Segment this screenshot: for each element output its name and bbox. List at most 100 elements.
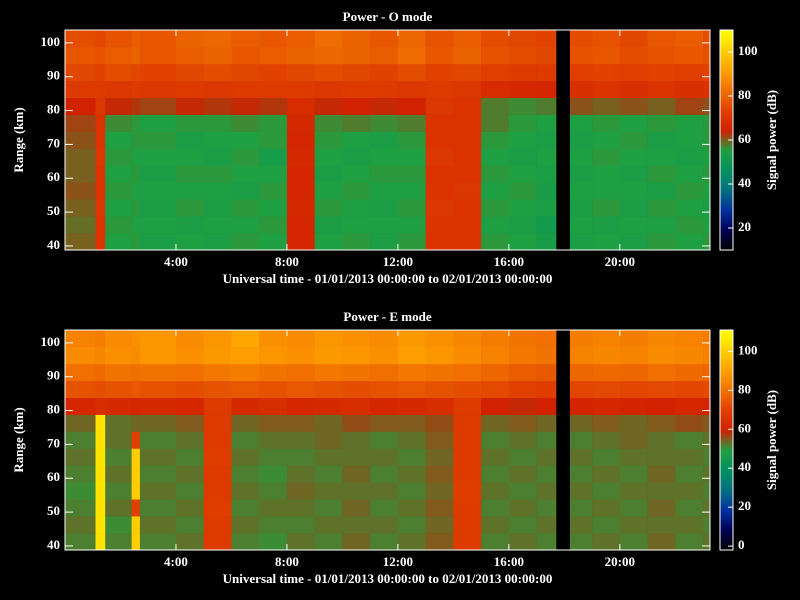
heat-cell xyxy=(619,363,648,382)
heat-cell xyxy=(647,97,676,115)
heat-cell xyxy=(231,363,260,382)
colorbar-stripe xyxy=(720,98,733,101)
heat-cell xyxy=(508,330,537,348)
colorbar-stripe xyxy=(720,482,733,485)
colorbar-stripe xyxy=(720,512,733,515)
heat-cell xyxy=(508,397,537,415)
heat-cell xyxy=(175,363,205,382)
heat-cell xyxy=(619,448,648,466)
heat-cell xyxy=(131,148,141,166)
heat-cell xyxy=(231,97,260,115)
colorbar-tick-label: 40 xyxy=(738,175,751,190)
colorbar-stripe xyxy=(720,138,733,141)
heat-cell xyxy=(370,346,399,365)
heat-cell xyxy=(703,516,711,534)
heat-cell xyxy=(139,516,177,534)
heat-cell xyxy=(131,346,141,365)
heat-cell xyxy=(647,431,676,449)
heat-cell xyxy=(231,233,260,251)
colorbar-stripe xyxy=(720,96,733,99)
heat-cell xyxy=(453,533,482,551)
heat-cell xyxy=(139,148,177,166)
y-tick-label: 40 xyxy=(47,537,60,552)
heat-cell xyxy=(703,63,711,82)
heat-cell xyxy=(536,363,557,382)
heat-cell xyxy=(370,216,399,234)
heat-cell xyxy=(314,63,343,82)
heat-cell xyxy=(259,330,288,348)
heat-cell xyxy=(286,380,315,398)
colorbar-stripe xyxy=(720,154,733,157)
colorbar-stripe xyxy=(720,168,733,171)
heat-cell xyxy=(647,216,676,234)
heat-cell xyxy=(65,414,96,432)
heat-cell xyxy=(65,397,96,415)
heat-cell xyxy=(65,482,96,500)
colorbar-stripe xyxy=(720,202,733,205)
colorbar-stripe xyxy=(720,30,733,33)
colorbar-stripe xyxy=(720,342,733,345)
chart-title: Power - E mode xyxy=(343,309,431,324)
heat-cell xyxy=(619,431,648,449)
heat-cell xyxy=(425,182,454,200)
heat-cell xyxy=(231,431,260,449)
heat-cell xyxy=(203,30,232,48)
colorbar-stripe xyxy=(720,244,733,247)
heat-cell xyxy=(536,414,557,432)
heat-cell xyxy=(675,216,704,234)
heat-cell xyxy=(569,448,593,466)
heat-cell xyxy=(397,533,426,551)
heat-cell xyxy=(569,346,593,365)
heat-cell xyxy=(95,516,106,534)
heat-cell xyxy=(342,216,371,234)
heat-cell xyxy=(95,80,106,98)
colorbar-stripe xyxy=(720,206,733,209)
heat-cell xyxy=(131,363,141,382)
colorbar-stripe xyxy=(720,86,733,89)
heat-cell xyxy=(203,199,232,217)
heat-cell xyxy=(203,97,232,115)
heat-cell xyxy=(203,216,232,234)
heat-cell xyxy=(259,182,288,200)
colorbar-stripe xyxy=(720,162,733,165)
heat-cell xyxy=(231,448,260,466)
heat-cell xyxy=(131,448,141,466)
colorbar-stripe xyxy=(720,362,733,365)
heat-cell xyxy=(703,482,711,500)
heat-cell xyxy=(592,182,621,200)
heat-cell xyxy=(65,46,96,65)
colorbar-stripe xyxy=(720,334,733,337)
colorbar-stripe xyxy=(720,410,733,413)
heat-cell xyxy=(286,330,315,348)
heat-cell xyxy=(619,114,648,132)
heat-cell xyxy=(231,465,260,483)
heat-cell xyxy=(65,30,96,48)
heat-cell xyxy=(203,380,232,398)
heat-cell xyxy=(703,182,711,200)
colorbar-stripe xyxy=(720,360,733,363)
heat-cell xyxy=(175,199,205,217)
heat-cell xyxy=(314,148,343,166)
heat-cell xyxy=(453,216,482,234)
heat-cell xyxy=(453,114,482,132)
heat-cell xyxy=(425,114,454,132)
heat-cell xyxy=(131,182,141,200)
heat-cell xyxy=(508,114,537,132)
heat-cell xyxy=(703,199,711,217)
heat-cell xyxy=(508,97,537,115)
heat-cell xyxy=(647,80,676,98)
heat-cell xyxy=(592,233,621,251)
heat-cell xyxy=(647,330,676,348)
colorbar-stripe xyxy=(720,548,733,551)
heat-cell xyxy=(95,363,106,382)
heat-cell xyxy=(481,30,510,48)
heat-cell xyxy=(314,414,343,432)
heat-cell xyxy=(175,80,205,98)
colorbar-stripe xyxy=(720,84,733,87)
heat-cell xyxy=(131,46,141,65)
heat-cell xyxy=(453,414,482,432)
heat-cell xyxy=(131,431,141,449)
heat-cell xyxy=(131,131,141,149)
heat-cell xyxy=(397,397,426,415)
colorbar-stripe xyxy=(720,170,733,173)
